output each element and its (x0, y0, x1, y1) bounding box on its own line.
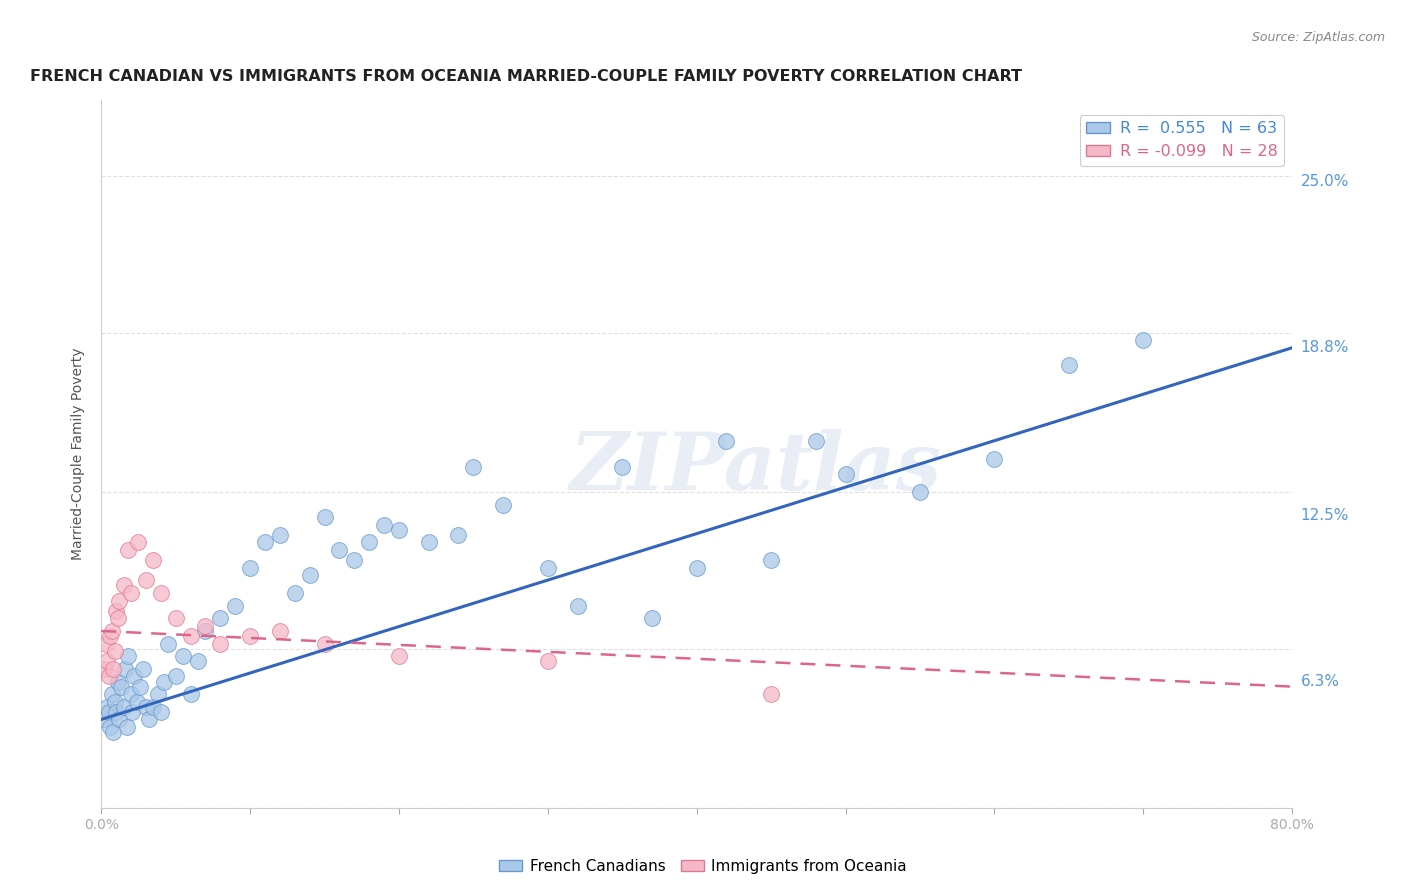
Point (314, 637, 336, 651)
Point (388, 649, 411, 664)
Point (343, 553, 366, 567)
Point (101, 725, 124, 739)
Point (93, 662, 115, 676)
Point (269, 624, 291, 638)
Point (447, 528, 470, 542)
Point (284, 586, 307, 600)
Point (224, 599, 246, 613)
Point (537, 654, 560, 668)
Point (983, 452, 1005, 467)
Point (142, 699, 165, 714)
Point (149, 705, 172, 719)
Point (115, 720, 138, 734)
Point (157, 637, 180, 651)
Point (112, 699, 135, 714)
Point (463, 459, 485, 474)
Y-axis label: Married-Couple Family Poverty: Married-Couple Family Poverty (72, 348, 86, 560)
Point (107, 611, 129, 625)
Point (209, 611, 232, 625)
Point (112, 578, 135, 592)
Legend: French Canadians, Immigrants from Oceania: French Canadians, Immigrants from Oceani… (494, 853, 912, 880)
Point (93, 713, 115, 727)
Point (96, 699, 118, 714)
Point (1132, 333, 1154, 347)
Point (94, 637, 117, 651)
Point (388, 523, 411, 537)
Point (834, 467, 856, 482)
Point (180, 629, 202, 643)
Point (373, 517, 395, 532)
Point (612, 459, 634, 474)
Point (97, 669, 120, 683)
Point (135, 574, 157, 588)
Point (125, 695, 148, 709)
Point (418, 535, 440, 549)
Point (142, 553, 165, 567)
Point (104, 644, 127, 658)
Text: FRENCH CANADIAN VS IMMIGRANTS FROM OCEANIA MARRIED-COUPLE FAMILY POVERTY CORRELA: FRENCH CANADIAN VS IMMIGRANTS FROM OCEAN… (30, 69, 1022, 84)
Point (132, 662, 155, 676)
Point (110, 680, 132, 694)
Point (96, 654, 118, 668)
Point (117, 543, 139, 558)
Point (129, 680, 152, 694)
Point (120, 687, 142, 701)
Point (108, 713, 131, 727)
Text: ZIPatlas: ZIPatlas (571, 429, 942, 507)
Point (298, 568, 321, 582)
Point (172, 649, 194, 664)
Point (121, 705, 143, 719)
Point (98, 629, 121, 643)
Point (253, 535, 276, 549)
Point (716, 434, 738, 449)
Point (127, 535, 149, 549)
Point (105, 604, 128, 618)
Point (685, 561, 707, 575)
Point (759, 687, 782, 701)
Point (135, 699, 157, 714)
Point (759, 553, 782, 567)
Point (567, 599, 589, 613)
Point (104, 695, 127, 709)
Point (187, 654, 209, 668)
Point (138, 713, 160, 727)
Point (1057, 359, 1080, 373)
Point (804, 434, 827, 449)
Point (120, 586, 142, 600)
Point (117, 649, 139, 664)
Point (101, 662, 124, 676)
Point (359, 535, 381, 549)
Point (152, 674, 174, 689)
Point (97, 705, 120, 719)
Point (100, 624, 122, 638)
Point (122, 669, 145, 683)
Point (194, 624, 217, 638)
Point (492, 498, 515, 512)
Point (146, 687, 169, 701)
Point (194, 619, 217, 633)
Point (149, 586, 172, 600)
Point (165, 611, 187, 625)
Point (98, 720, 121, 734)
Legend: R =  0.555   N = 63, R = -0.099   N = 28: R = 0.555 N = 63, R = -0.099 N = 28 (1080, 115, 1284, 166)
Point (114, 662, 136, 676)
Point (100, 687, 122, 701)
Point (165, 669, 187, 683)
Point (269, 528, 291, 542)
Point (239, 629, 262, 643)
Point (908, 484, 931, 499)
Point (239, 561, 262, 575)
Point (108, 593, 131, 607)
Point (107, 674, 129, 689)
Point (328, 543, 350, 558)
Point (105, 705, 128, 719)
Point (180, 687, 202, 701)
Point (314, 510, 336, 524)
Text: Source: ZipAtlas.com: Source: ZipAtlas.com (1251, 31, 1385, 45)
Point (641, 611, 664, 625)
Point (537, 561, 560, 575)
Point (209, 637, 232, 651)
